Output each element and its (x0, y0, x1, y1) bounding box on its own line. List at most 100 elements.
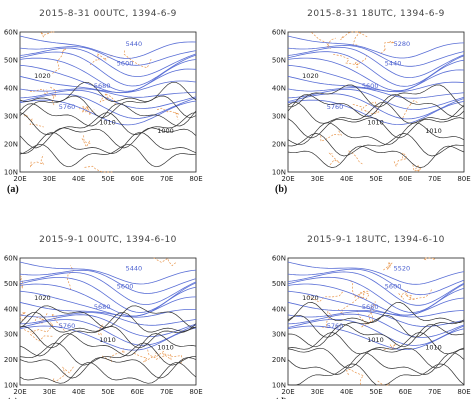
border-line (153, 257, 176, 267)
height-contour (19, 290, 197, 317)
height-contour (19, 64, 197, 94)
lat-tick-label: 20N (4, 356, 18, 364)
height-contour (287, 46, 465, 79)
border-line (423, 257, 437, 261)
height-contour (19, 88, 197, 98)
height-contour (287, 57, 465, 92)
border-line (340, 31, 359, 40)
contour-label: 5760 (327, 103, 344, 111)
lon-tick-label: 80E (457, 388, 470, 396)
contour-label: 1010 (99, 118, 116, 126)
lon-tick-label: 30E (311, 388, 324, 396)
border-line (52, 48, 67, 74)
lat-tick-label: 40N (272, 305, 286, 313)
height-contour (19, 35, 197, 59)
border-line (352, 101, 378, 111)
lat-tick-label: 60N (272, 29, 286, 37)
pressure-contour (19, 81, 197, 102)
height-contour (19, 319, 197, 346)
height-contour (287, 319, 465, 346)
lon-tick-label: 20E (281, 175, 294, 183)
height-contour (19, 57, 197, 92)
contour-label: 5600 (362, 82, 379, 90)
pressure-contour (287, 84, 465, 108)
panel-label: (b) (275, 184, 287, 195)
border-line (346, 368, 365, 386)
height-contour (19, 283, 197, 317)
border-line (81, 135, 91, 148)
border-line (363, 106, 380, 114)
border-line (350, 280, 370, 300)
height-contour (287, 35, 465, 59)
lon-tick-label: 30E (43, 175, 56, 183)
pressure-contour (19, 357, 197, 379)
lat-tick-label: 50N (4, 280, 18, 288)
lat-tick-label: 40N (4, 85, 18, 93)
height-contour (287, 44, 465, 67)
panel-label: (d) (275, 397, 287, 399)
pressure-contour (19, 333, 197, 357)
pressure-contour (287, 133, 465, 157)
lon-tick-label: 30E (43, 388, 56, 396)
pressure-contour (287, 117, 465, 139)
pressure-contour (287, 101, 465, 124)
contour-label: 1010 (425, 343, 442, 351)
map-frame (19, 31, 197, 173)
border-line (123, 50, 152, 69)
contour-label: 1020 (34, 294, 51, 302)
pressure-contour (19, 127, 197, 149)
lat-tick-label: 10N (272, 382, 286, 390)
lon-tick-label: 40E (72, 175, 85, 183)
map-frame (287, 31, 465, 173)
border-line (26, 88, 48, 95)
border-line (40, 31, 55, 38)
border-line (321, 310, 333, 329)
lon-tick-label: 50E (101, 388, 114, 396)
contour-label: 5600 (385, 282, 402, 290)
border-line (89, 52, 114, 66)
lat-tick-label: 50N (272, 57, 286, 65)
contour-label: 1000 (157, 127, 174, 135)
lat-tick-label: 20N (4, 141, 18, 149)
border-line (30, 154, 45, 168)
lon-tick-label: 60E (131, 175, 144, 183)
lon-tick-label: 80E (457, 175, 470, 183)
border-line (354, 290, 371, 300)
pressure-contour (19, 95, 197, 118)
pressure-contour (19, 326, 197, 349)
contour-label: 1010 (367, 118, 384, 126)
height-contour (19, 269, 197, 294)
lon-tick-label: 30E (311, 175, 324, 183)
height-contour (19, 75, 197, 93)
lon-tick-label: 80E (189, 388, 202, 396)
lat-tick-label: 30N (272, 331, 286, 339)
contour-label: 1020 (302, 294, 319, 302)
pressure-contour (19, 143, 197, 168)
pressure-contour (287, 314, 465, 338)
height-contour (19, 261, 197, 285)
lat-tick-label: 40N (272, 85, 286, 93)
height-contour (287, 283, 465, 316)
lon-tick-label: 20E (13, 175, 26, 183)
contour-label: 5440 (126, 265, 143, 273)
lon-tick-label: 40E (72, 388, 85, 396)
contour-label: 1020 (34, 72, 51, 80)
height-contour (19, 46, 197, 66)
lon-tick-label: 40E (340, 175, 353, 183)
map-panel: 2015-8-31 00UTC, 1394-6-9 5440 5600 5680 576… (4, 9, 203, 195)
border-line (356, 308, 376, 328)
contour-label: 5760 (59, 322, 76, 330)
contour-label: 5440 (385, 60, 402, 68)
panel-title: 2015-9-1 00UTC, 1394-6-10 (39, 235, 177, 245)
height-contour (19, 47, 197, 77)
map-panel: 2015-8-31 18UTC, 1394-6-9 5280 5440 5600 576… (272, 9, 471, 195)
height-contour (287, 271, 465, 306)
border-line (328, 152, 340, 166)
contour-label: 5600 (117, 282, 134, 290)
lon-tick-label: 60E (399, 175, 412, 183)
border-line (84, 165, 113, 173)
pressure-contour (19, 361, 197, 384)
lat-tick-label: 10N (4, 169, 18, 177)
lon-tick-label: 20E (13, 388, 26, 396)
